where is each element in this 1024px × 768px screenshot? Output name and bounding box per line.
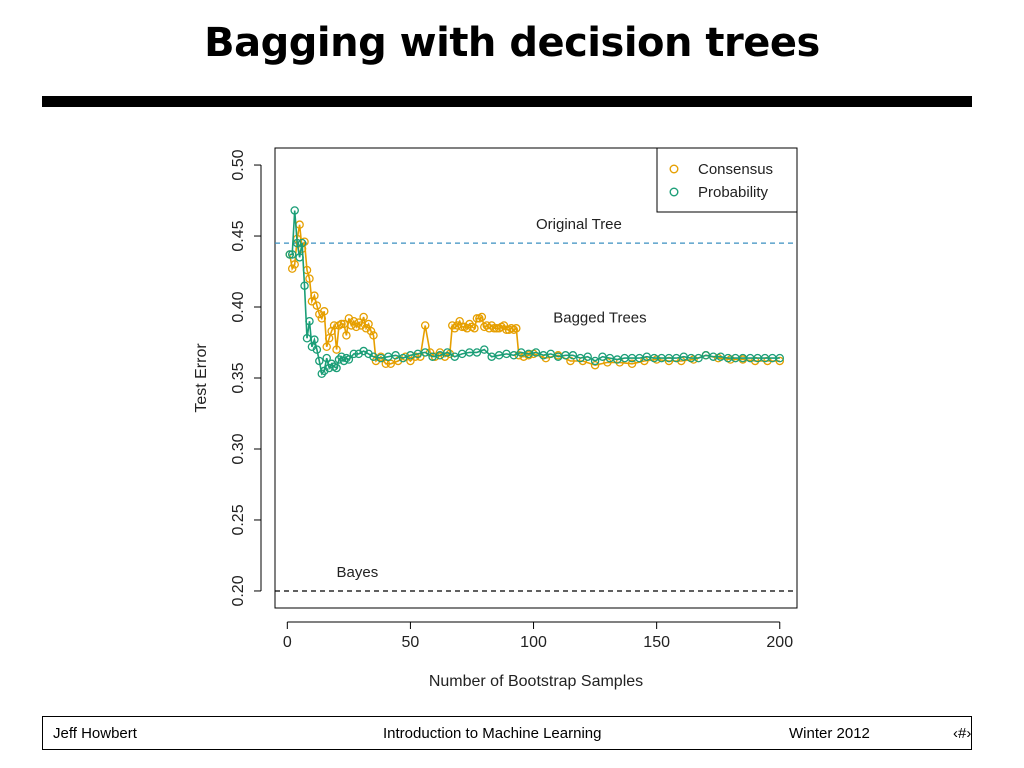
x-tick-label: 0 <box>283 634 292 651</box>
data-point <box>315 356 324 366</box>
data-point <box>344 355 354 364</box>
legend-box <box>656 147 798 213</box>
data-point <box>457 322 467 332</box>
slide-footer: Jeff Howbert Introduction to Machine Lea… <box>42 716 972 750</box>
data-point <box>297 238 307 248</box>
x-axis-label: Number of Bootstrap Samples <box>429 673 643 690</box>
reference-line-label: Original Tree <box>536 216 622 233</box>
data-point <box>583 352 592 361</box>
footer-page-number: ‹#› <box>953 725 972 742</box>
legend-marker <box>669 187 679 197</box>
data-point <box>386 359 395 369</box>
data-point <box>420 321 430 330</box>
x-tick-label: 100 <box>520 634 547 651</box>
series-probability <box>285 206 785 378</box>
data-point <box>287 264 297 273</box>
title-rule <box>42 96 972 107</box>
data-point <box>347 321 356 330</box>
x-tick-label: 200 <box>766 634 793 651</box>
data-point <box>509 351 519 360</box>
data-point <box>305 316 314 326</box>
data-point <box>480 345 489 354</box>
data-point <box>568 351 578 360</box>
data-point <box>287 250 297 259</box>
data-point <box>512 324 521 333</box>
data-point <box>290 260 299 269</box>
legend-label: Probability <box>698 184 769 201</box>
footer-author: Jeff Howbert <box>53 725 137 742</box>
data-point <box>337 352 346 361</box>
data-point <box>337 319 346 329</box>
data-point <box>472 348 482 357</box>
y-tick-label: 0.25 <box>230 504 247 535</box>
data-point <box>285 250 295 259</box>
data-point <box>398 353 408 363</box>
data-point <box>546 349 556 359</box>
data-point <box>364 319 373 329</box>
data-point <box>590 356 600 366</box>
y-tick-label: 0.40 <box>230 291 247 322</box>
data-point <box>295 253 304 262</box>
data-point <box>603 358 612 367</box>
data-point <box>319 307 329 316</box>
data-point <box>531 348 541 357</box>
y-tick-label: 0.20 <box>230 575 247 606</box>
data-point <box>332 345 341 354</box>
footer-course: Introduction to Machine Learning <box>383 725 602 742</box>
data-point <box>317 314 327 323</box>
data-point <box>366 326 376 336</box>
series-line <box>289 224 780 367</box>
data-point <box>312 345 322 354</box>
plot-border <box>274 147 798 609</box>
data-point <box>324 333 334 343</box>
data-point <box>775 353 785 363</box>
data-point <box>477 312 487 322</box>
reference-line-label: Bayes <box>337 564 379 581</box>
data-point <box>381 359 391 369</box>
data-point <box>292 238 302 248</box>
data-point <box>443 348 452 357</box>
data-point <box>290 206 299 215</box>
data-point <box>310 335 319 344</box>
y-tick-label: 0.45 <box>230 220 247 251</box>
data-point <box>322 353 331 363</box>
data-point <box>470 324 479 333</box>
y-axis-label: Test Error <box>193 343 210 413</box>
data-point <box>391 351 400 360</box>
y-tick-label: 0.30 <box>230 433 247 464</box>
data-point <box>472 314 482 323</box>
data-point <box>406 356 415 366</box>
data-point <box>359 312 368 322</box>
data-point <box>627 359 637 369</box>
test-error-chart: Original Tree Bayes Bagged Trees 0 50 100 150… <box>193 147 798 690</box>
data-point <box>694 353 703 363</box>
data-point <box>312 301 322 310</box>
data-point <box>310 291 319 300</box>
x-tick-label: 50 <box>402 634 420 651</box>
footer-term: Winter 2012 <box>789 725 870 742</box>
data-point <box>499 321 509 330</box>
y-tick-label: 0.35 <box>230 362 247 393</box>
data-point <box>352 322 361 332</box>
y-tick-label: 0.50 <box>230 149 247 180</box>
legend-marker <box>669 164 679 174</box>
data-point <box>342 331 351 340</box>
data-point <box>300 281 309 290</box>
data-point <box>420 348 430 357</box>
data-point <box>450 352 459 361</box>
data-point <box>492 324 501 333</box>
data-point <box>369 331 378 340</box>
data-point <box>435 351 445 360</box>
data-point <box>332 363 341 373</box>
x-tick-label: 150 <box>643 634 670 651</box>
chart-annotation: Bagged Trees <box>553 310 646 327</box>
slide-title: Bagging with decision trees <box>204 20 820 66</box>
data-point <box>322 342 331 352</box>
legend-label: Consensus <box>698 161 773 178</box>
data-point <box>305 274 314 283</box>
data-point <box>349 349 359 359</box>
